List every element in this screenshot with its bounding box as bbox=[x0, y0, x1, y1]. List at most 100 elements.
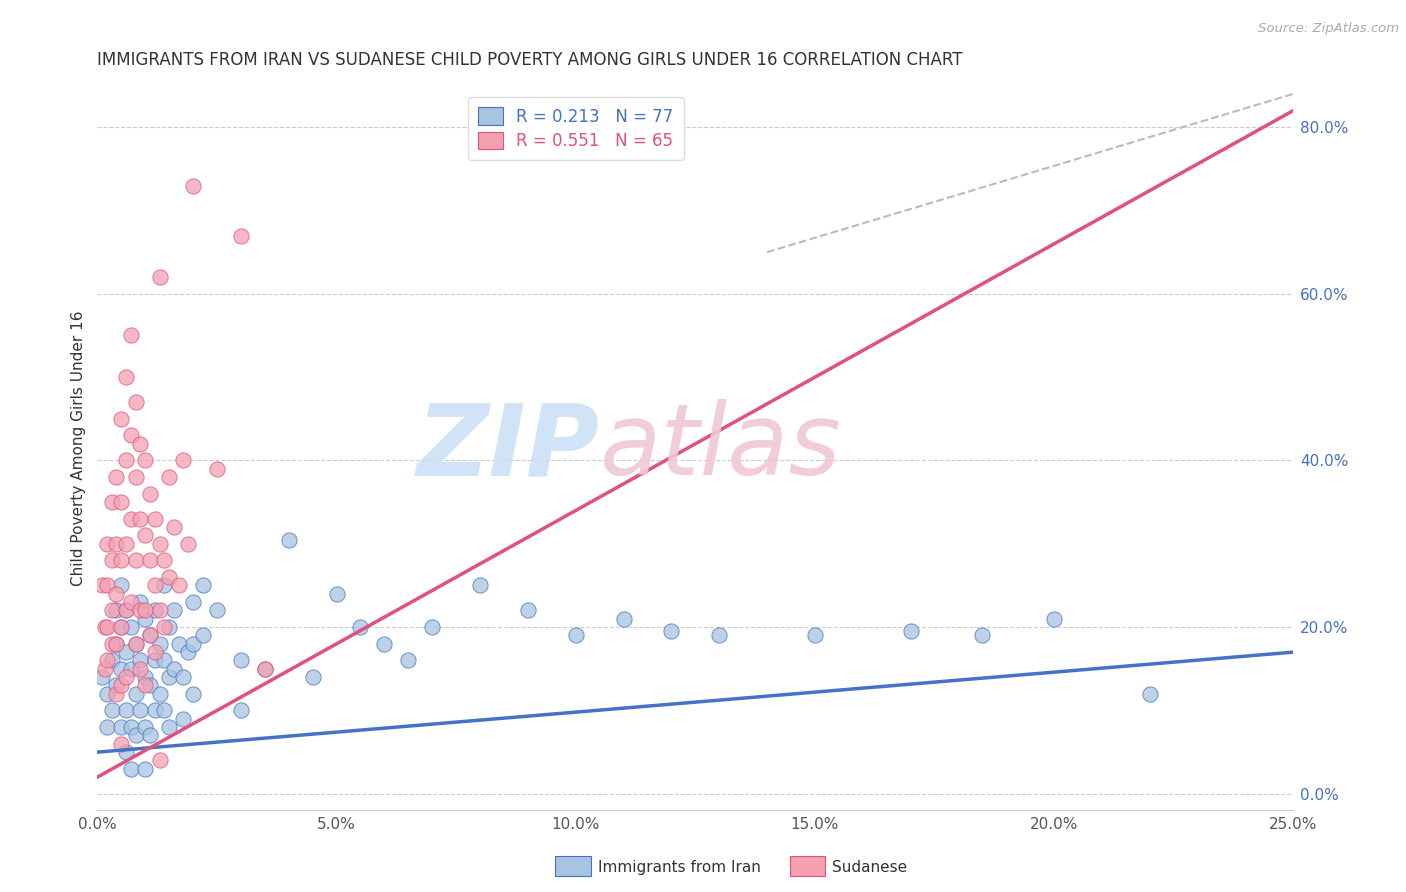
Point bbox=[120, 328, 142, 343]
Point bbox=[129, 653, 152, 667]
Point bbox=[191, 628, 214, 642]
Point bbox=[105, 687, 128, 701]
Point bbox=[134, 453, 156, 467]
Point bbox=[153, 553, 176, 567]
Point bbox=[153, 653, 176, 667]
Point bbox=[110, 620, 132, 634]
Point bbox=[115, 370, 138, 384]
Point bbox=[129, 662, 152, 676]
Point bbox=[143, 578, 166, 592]
Point bbox=[124, 687, 146, 701]
Point bbox=[349, 620, 371, 634]
Point bbox=[325, 587, 347, 601]
Text: IMMIGRANTS FROM IRAN VS SUDANESE CHILD POVERTY AMONG GIRLS UNDER 16 CORRELATION : IMMIGRANTS FROM IRAN VS SUDANESE CHILD P… bbox=[97, 51, 963, 69]
Point bbox=[100, 637, 122, 651]
Point bbox=[115, 670, 138, 684]
Point bbox=[177, 537, 200, 551]
Point bbox=[143, 703, 166, 717]
Point bbox=[93, 662, 115, 676]
Point bbox=[1139, 687, 1161, 701]
Point bbox=[205, 462, 228, 476]
Point bbox=[396, 653, 419, 667]
Point bbox=[124, 637, 146, 651]
Point bbox=[115, 603, 138, 617]
Point bbox=[205, 603, 228, 617]
Y-axis label: Child Poverty Among Girls Under 16: Child Poverty Among Girls Under 16 bbox=[72, 310, 86, 586]
Point bbox=[115, 603, 138, 617]
Point bbox=[229, 228, 252, 243]
Point bbox=[153, 578, 176, 592]
Point bbox=[277, 533, 299, 547]
Point bbox=[134, 720, 156, 734]
Point bbox=[1043, 612, 1066, 626]
Point bbox=[134, 603, 156, 617]
Point bbox=[115, 537, 138, 551]
Point bbox=[172, 453, 194, 467]
Point bbox=[972, 628, 994, 642]
Point bbox=[163, 603, 186, 617]
Point bbox=[120, 720, 142, 734]
Point bbox=[148, 754, 170, 768]
Point bbox=[110, 495, 132, 509]
Point bbox=[181, 595, 204, 609]
Point bbox=[148, 537, 170, 551]
Point bbox=[110, 720, 132, 734]
Point bbox=[157, 620, 180, 634]
Point bbox=[143, 603, 166, 617]
Point bbox=[100, 703, 122, 717]
Point bbox=[110, 662, 132, 676]
Point bbox=[96, 653, 118, 667]
Point bbox=[139, 487, 162, 501]
Point bbox=[373, 637, 395, 651]
Point bbox=[148, 270, 170, 285]
Point bbox=[153, 703, 176, 717]
Point bbox=[93, 620, 115, 634]
Point bbox=[100, 603, 122, 617]
Point bbox=[143, 653, 166, 667]
Point bbox=[124, 637, 146, 651]
Point bbox=[229, 653, 252, 667]
Point bbox=[91, 578, 114, 592]
Point bbox=[96, 537, 118, 551]
Point bbox=[613, 612, 636, 626]
Point bbox=[804, 628, 827, 642]
Point bbox=[96, 720, 118, 734]
Point bbox=[100, 653, 122, 667]
Point bbox=[96, 578, 118, 592]
Point bbox=[661, 624, 683, 639]
Point bbox=[105, 470, 128, 484]
Point bbox=[110, 578, 132, 592]
Point bbox=[105, 678, 128, 692]
Point bbox=[96, 620, 118, 634]
Point bbox=[253, 662, 276, 676]
Point bbox=[157, 670, 180, 684]
Point bbox=[709, 628, 731, 642]
Point bbox=[129, 595, 152, 609]
Point bbox=[120, 620, 142, 634]
Point bbox=[516, 603, 538, 617]
Point bbox=[120, 762, 142, 776]
Point bbox=[139, 729, 162, 743]
Point bbox=[468, 578, 491, 592]
Point bbox=[565, 628, 588, 642]
Point bbox=[167, 637, 190, 651]
Point bbox=[134, 612, 156, 626]
Text: Sudanese: Sudanese bbox=[832, 861, 907, 875]
Point bbox=[157, 720, 180, 734]
Point bbox=[139, 678, 162, 692]
Point bbox=[143, 512, 166, 526]
Point bbox=[110, 620, 132, 634]
Point bbox=[120, 428, 142, 442]
Point bbox=[115, 703, 138, 717]
Text: ZIP: ZIP bbox=[416, 400, 600, 497]
Point bbox=[181, 178, 204, 193]
Point bbox=[91, 670, 114, 684]
Point bbox=[253, 662, 276, 676]
Point bbox=[129, 703, 152, 717]
Point bbox=[177, 645, 200, 659]
Point bbox=[172, 712, 194, 726]
Point bbox=[139, 628, 162, 642]
Point bbox=[148, 687, 170, 701]
Point bbox=[148, 603, 170, 617]
Point bbox=[229, 703, 252, 717]
